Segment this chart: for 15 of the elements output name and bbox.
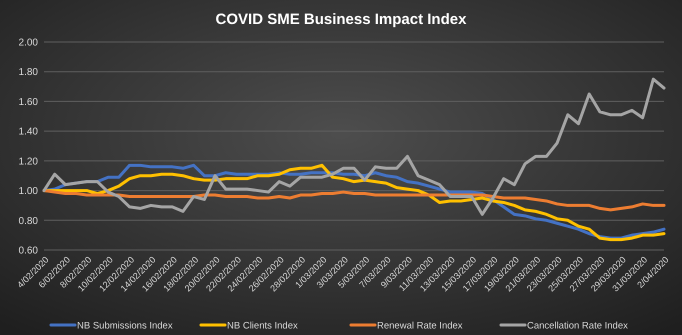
chart-title: COVID SME Business Impact Index xyxy=(216,11,468,28)
legend-label: NB Submissions Index xyxy=(77,320,173,332)
y-tick-label: 1.40 xyxy=(18,126,38,138)
y-tick-label: 0.80 xyxy=(18,216,38,227)
y-tick-label: 2.00 xyxy=(18,38,38,48)
y-tick-label: 1.20 xyxy=(18,156,38,168)
y-tick-label: 1.00 xyxy=(18,186,38,198)
line-series xyxy=(42,78,666,216)
legend-label: Cancellation Rate Index xyxy=(527,320,628,332)
legend-label: NB Clients Index xyxy=(227,320,298,332)
y-tick-label: 1.60 xyxy=(18,96,38,108)
y-tick-label: 0.60 xyxy=(18,246,38,256)
legend-label: Renewal Rate Index xyxy=(377,320,463,332)
line-series xyxy=(42,189,666,212)
y-tick-label: 1.80 xyxy=(18,67,38,78)
